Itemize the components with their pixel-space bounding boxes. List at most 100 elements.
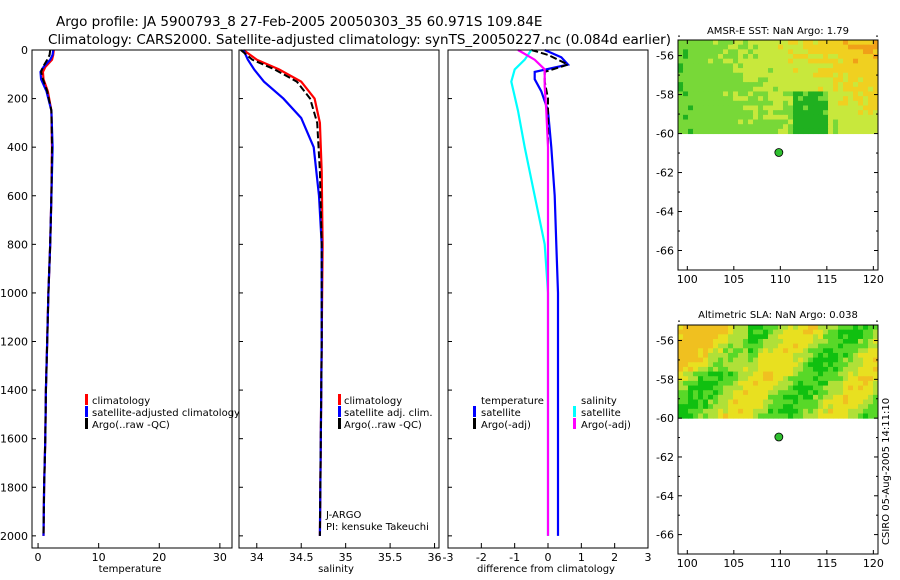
heatmap-cell <box>688 44 694 50</box>
heatmap-cell <box>703 385 709 391</box>
heatmap-cell <box>868 72 874 78</box>
heatmap-cell <box>853 124 859 130</box>
heatmap-cell <box>833 404 839 410</box>
heatmap-cell <box>693 91 699 97</box>
legend-swatch-sal-satellite <box>573 406 576 417</box>
heatmap-cell <box>798 338 804 345</box>
x-tick-label: 0 <box>35 551 42 564</box>
heatmap-cell <box>728 380 734 387</box>
heatmap-cell <box>773 114 779 121</box>
heatmap-cell <box>773 63 779 69</box>
heatmap-cell <box>758 399 764 405</box>
heatmap-cell <box>698 352 704 359</box>
heatmap-cell <box>728 63 734 69</box>
heatmap-cell <box>813 72 819 78</box>
heatmap-cell <box>703 82 709 88</box>
heatmap-cell <box>798 49 804 55</box>
heatmap-cell <box>708 77 714 83</box>
heatmap-cell <box>808 77 814 83</box>
heatmap-cell <box>678 352 684 359</box>
heatmap-cell <box>763 86 769 92</box>
heatmap-cell <box>763 58 769 64</box>
heatmap-cell <box>858 357 864 363</box>
heatmap-cell <box>788 72 794 78</box>
heatmap-cell <box>703 49 709 55</box>
heatmap-cell <box>768 54 774 60</box>
heatmap-cell <box>693 329 699 335</box>
heatmap-cell <box>848 86 854 92</box>
heatmap-cell <box>678 357 684 363</box>
heatmap-cell <box>708 380 714 387</box>
heatmap-cell <box>773 77 779 83</box>
heatmap-cell <box>778 114 784 121</box>
heatmap-cell <box>718 91 724 97</box>
heatmap-cell <box>723 399 729 405</box>
heatmap-cell <box>683 114 689 121</box>
heatmap-cell <box>733 40 739 46</box>
heatmap-cell <box>818 399 824 405</box>
heatmap-cell <box>803 399 809 405</box>
heatmap-cell <box>823 86 829 92</box>
heatmap-cell <box>733 110 739 116</box>
heatmap-cell <box>843 404 849 410</box>
heatmap-cell <box>873 390 879 396</box>
heatmap-cell <box>688 366 694 373</box>
heatmap-cell <box>683 49 689 55</box>
heatmap-cell <box>693 82 699 88</box>
heatmap-cell <box>723 394 729 401</box>
heatmap-cell <box>678 325 684 331</box>
heatmap-cell <box>683 77 689 83</box>
heatmap-cell <box>868 376 874 382</box>
heatmap-cell <box>758 105 764 111</box>
heatmap-cell <box>873 325 879 331</box>
heatmap-cell <box>868 380 874 387</box>
heatmap-cell <box>828 362 834 368</box>
heatmap-cell <box>828 413 834 419</box>
heatmap-cell <box>693 362 699 368</box>
heatmap-cell <box>873 77 879 83</box>
heatmap-cell <box>813 96 819 102</box>
heatmap-cell <box>713 362 719 368</box>
heatmap-cell <box>803 114 809 121</box>
heatmap-cell <box>828 82 834 88</box>
heatmap-cell <box>848 110 854 116</box>
heatmap-cell <box>803 96 809 102</box>
heatmap-cell <box>843 72 849 78</box>
heatmap-cell <box>678 86 684 92</box>
heatmap-cell <box>768 124 774 130</box>
heatmap-cell <box>853 72 859 78</box>
heatmap-cell <box>698 380 704 387</box>
heatmap-cell <box>873 380 879 387</box>
heatmap-cell <box>773 376 779 382</box>
heatmap-cell <box>748 343 754 349</box>
heatmap-cell <box>808 380 814 387</box>
heatmap-cell <box>698 348 704 354</box>
heatmap-cell <box>818 334 824 340</box>
heatmap-cell <box>693 128 699 135</box>
heatmap-cell <box>778 100 784 106</box>
heatmap-cell <box>743 325 749 331</box>
heatmap-cell <box>833 348 839 354</box>
heatmap-cell <box>768 394 774 401</box>
heatmap-cell <box>708 63 714 69</box>
heatmap-cell <box>798 114 804 121</box>
heatmap-cell <box>793 343 799 349</box>
heatmap-cell <box>748 58 754 64</box>
heatmap-cell <box>768 68 774 74</box>
heatmap-cell <box>733 348 739 354</box>
heatmap-cell <box>693 40 699 46</box>
heatmap-cell <box>858 82 864 88</box>
heatmap-cell <box>698 77 704 83</box>
heatmap-cell <box>738 54 744 60</box>
salinity-axes-frame <box>238 49 440 549</box>
y-tick-label: -66 <box>656 245 674 258</box>
heatmap-cell <box>873 49 879 55</box>
heatmap-cell <box>723 413 729 419</box>
heatmap-cell <box>838 385 844 391</box>
heatmap-cell <box>783 334 789 340</box>
heatmap-cell <box>868 91 874 97</box>
heatmap-cell <box>723 408 729 414</box>
heatmap-cell <box>738 366 744 373</box>
heatmap-cell <box>863 357 869 363</box>
heatmap-cell <box>688 77 694 83</box>
